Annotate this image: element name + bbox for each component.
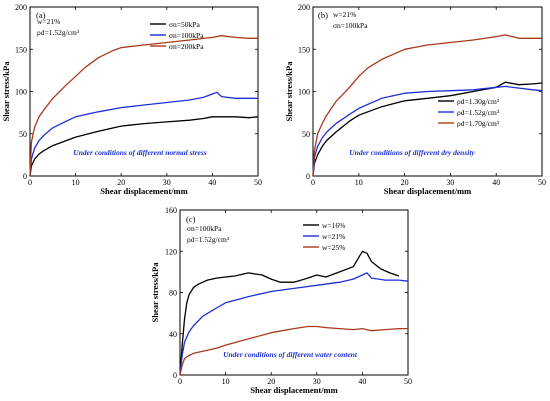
x-tick-label: 10 [222, 377, 230, 386]
test-condition-text: w=21% [37, 17, 60, 26]
panel-label: (a) [36, 10, 46, 20]
x-tick-label: 20 [401, 178, 409, 187]
chart-panel-b: 0 10 20 30 40 50 0 50 100 150 200 Shear displacemen… [284, 3, 546, 196]
test-condition-text: ρd=1.52g/cm³ [187, 235, 230, 244]
x-tick-label: 30 [163, 178, 171, 187]
legend-label: σn=200kPa [169, 42, 204, 51]
y-tick-label: 160 [165, 206, 177, 215]
x-tick-label: 50 [404, 377, 412, 386]
test-condition-text: σn=100kPa [187, 224, 222, 233]
test-condition-text: w=21% [333, 10, 356, 19]
legend-label: w=21% [322, 232, 345, 241]
x-tick-label: 50 [254, 178, 262, 187]
legend-label: σn=50kPa [169, 20, 200, 29]
series-line-3 [312, 34, 542, 177]
x-axis-title: Shear displacement/mm [250, 385, 337, 395]
y-axis-title: Shear stress/kPa [284, 61, 294, 122]
y-tick-label: 80 [169, 289, 177, 298]
legend-label: w=25% [322, 243, 345, 252]
series-line-3 [179, 325, 408, 376]
y-tick-label: 200 [15, 3, 27, 12]
x-tick-label: 50 [538, 178, 546, 187]
series-line-2 [29, 91, 258, 177]
chart-panel-c: 0 10 20 30 40 50 0 40 80 120 160 Shear displacement… [150, 206, 412, 395]
y-tick-label: 150 [15, 45, 27, 54]
x-tick-label: 20 [267, 377, 275, 386]
x-tick-label: 40 [492, 178, 500, 187]
y-tick-label: 0 [306, 172, 310, 181]
x-tick-label: 20 [117, 178, 125, 187]
y-tick-label: 100 [298, 88, 310, 97]
series-line-1 [179, 250, 400, 376]
y-axis-title: Shear stress/kPa [1, 61, 11, 122]
y-tick-label: 150 [298, 45, 310, 54]
x-tick-label: 30 [313, 377, 321, 386]
y-tick-label: 0 [23, 172, 27, 181]
x-tick-label: 10 [355, 178, 363, 187]
test-condition-text: ρd=1.52g/cm³ [37, 28, 80, 37]
x-tick-label: 40 [208, 178, 216, 187]
x-axis-title: Shear displacement/mm [384, 186, 471, 196]
x-tick-label: 10 [72, 178, 80, 187]
x-tick-label: 30 [446, 178, 454, 187]
y-axis-title: Shear stress/kPa [150, 262, 160, 323]
chart-annotation: Under conditions of different normal str… [73, 148, 206, 157]
y-tick-label: 200 [298, 3, 310, 12]
y-tick-label: 100 [15, 88, 27, 97]
series-line-3 [29, 35, 258, 177]
series-line-2 [312, 85, 543, 177]
y-tick-label: 0 [173, 371, 177, 380]
legend-label: σn=100kPa [169, 31, 204, 40]
panel-label: (c) [186, 214, 196, 224]
x-tick-label: 40 [358, 377, 366, 386]
test-condition-text: σn=100kPa [333, 21, 368, 30]
x-axis-title: Shear displacement/mm [100, 186, 187, 196]
y-tick-label: 50 [302, 130, 310, 139]
x-tick-label: 0 [28, 178, 32, 187]
series-line-1 [312, 81, 543, 177]
y-tick-label: 120 [165, 247, 177, 256]
legend-label: ρd=1.52g/cm³ [457, 108, 500, 117]
y-tick-label: 50 [19, 130, 27, 139]
chart-annotation: Under conditions of different water cont… [223, 350, 358, 359]
chart-panel-a: 0 10 20 30 40 50 0 50 100 150 200 Shear displacemen… [1, 3, 262, 196]
legend-label: ρd=1.70g/cm³ [457, 119, 500, 128]
x-tick-label: 0 [311, 178, 315, 187]
series-line-2 [179, 272, 409, 376]
panel-label: (b) [318, 10, 328, 20]
series-line-1 [29, 116, 259, 177]
legend-label: w=16% [322, 221, 345, 230]
chart-annotation: Under conditions of different dry densit… [349, 148, 475, 157]
x-tick-label: 0 [178, 377, 182, 386]
legend-label: ρd=1.30g/cm³ [457, 97, 500, 106]
y-tick-label: 40 [169, 330, 177, 339]
